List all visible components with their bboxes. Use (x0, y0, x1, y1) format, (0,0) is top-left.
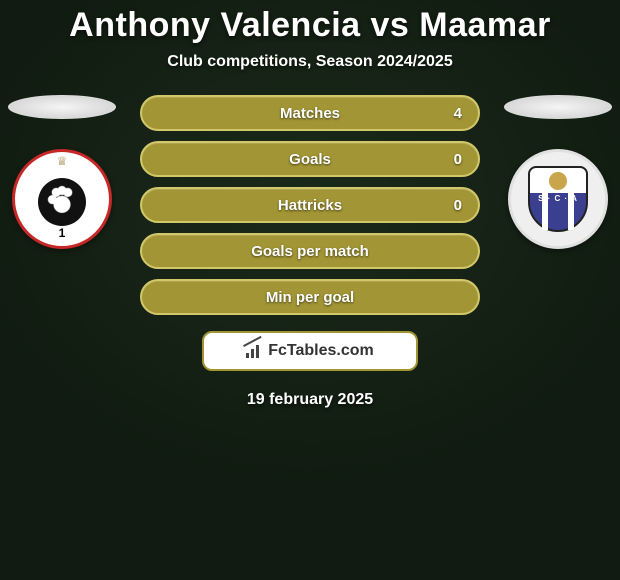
bar-chart-icon (246, 344, 264, 358)
right-club-badge: S · C · A (508, 149, 608, 249)
gold-ball-icon (549, 172, 567, 190)
stat-label: Goals per match (251, 243, 369, 260)
stat-label: Min per goal (266, 289, 354, 306)
stat-label: Matches (280, 105, 340, 122)
right-player-column: S · C · A (498, 95, 618, 249)
left-club-badge: ♕ 1 (12, 149, 112, 249)
left-player-column: ♕ 1 (2, 95, 122, 249)
crown-icon: ♕ (57, 154, 68, 168)
stat-row-goals-per-match: Goals per match (140, 233, 480, 269)
stat-row-goals: Goals 0 (140, 141, 480, 177)
branding-box: FcTables.com (202, 331, 418, 371)
main-row: ♕ 1 Matches 4 Goals 0 Hattricks 0 G (0, 95, 620, 315)
comparison-title: Anthony Valencia vs Maamar (69, 6, 551, 45)
comparison-date: 19 february 2025 (247, 391, 373, 409)
comparison-subtitle: Club competitions, Season 2024/2025 (167, 53, 452, 71)
badge-number: 1 (59, 226, 66, 240)
stat-value-right: 4 (454, 97, 462, 129)
stat-row-min-per-goal: Min per goal (140, 279, 480, 315)
stat-row-matches: Matches 4 (140, 95, 480, 131)
left-player-photo-placeholder (8, 95, 116, 119)
branding-site-name: FcTables.com (268, 342, 374, 360)
stat-value-right: 0 (454, 189, 462, 221)
stats-column: Matches 4 Goals 0 Hattricks 0 Goals per … (140, 95, 480, 315)
club-initials: S · C · A (530, 194, 586, 203)
infographic-root: Anthony Valencia vs Maamar Club competit… (0, 0, 620, 580)
stat-value-right: 0 (454, 143, 462, 175)
stat-row-hattricks: Hattricks 0 (140, 187, 480, 223)
soccer-ball-icon (38, 178, 86, 226)
right-player-photo-placeholder (504, 95, 612, 119)
stat-label: Hattricks (278, 197, 342, 214)
hand-icon (38, 178, 86, 226)
shield-icon: S · C · A (528, 166, 588, 232)
stat-label: Goals (289, 151, 331, 168)
